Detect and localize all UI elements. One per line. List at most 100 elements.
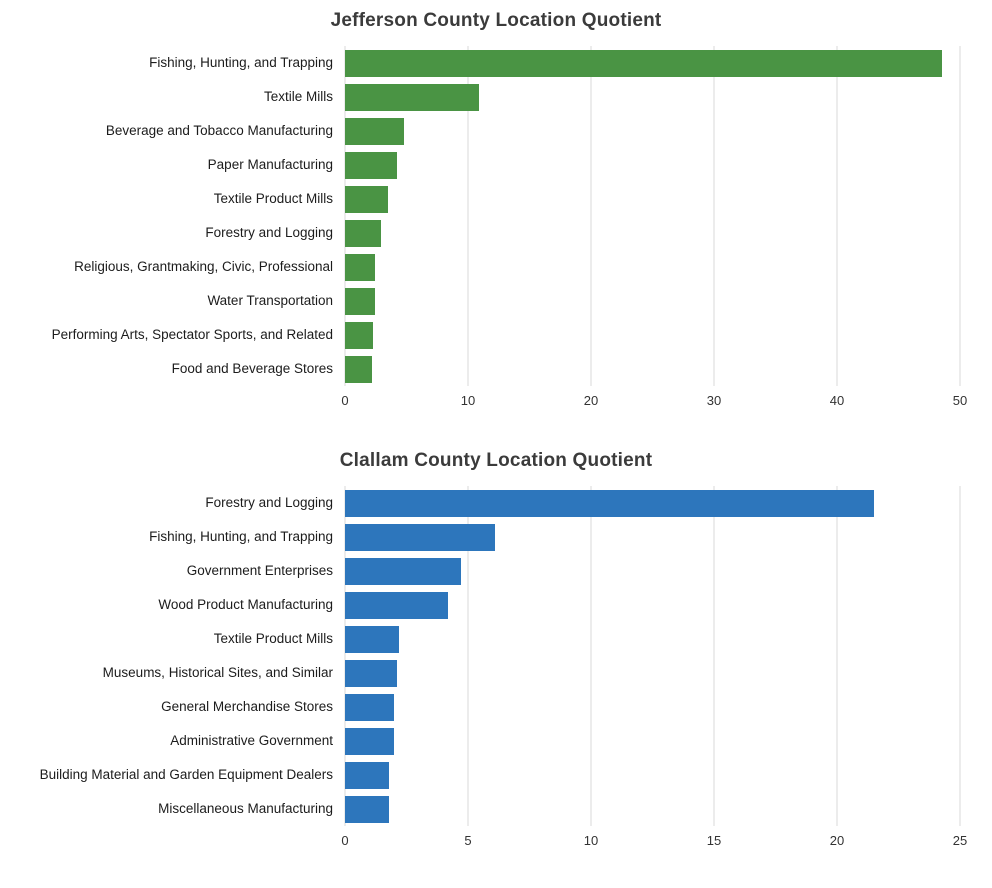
axis-tick-label: 5 (464, 833, 472, 848)
axis-tick-label: 20 (583, 393, 599, 408)
category-label: Beverage and Tobacco Manufacturing (105, 122, 333, 138)
gridline (467, 486, 469, 826)
bar (345, 219, 381, 247)
bar-row: Paper Manufacturing (0, 148, 992, 182)
bar (345, 795, 390, 823)
bar-track (345, 83, 960, 111)
axis-tick-label: 25 (952, 833, 968, 848)
gridline (713, 46, 715, 386)
category-label: Textile Product Mills (213, 190, 333, 206)
bar (345, 557, 461, 585)
axis-tick-label: 40 (829, 393, 845, 408)
chart-title: Jefferson County Location Quotient (330, 10, 662, 31)
bar-row: Water Transportation (0, 284, 992, 318)
category-label: Textile Product Mills (213, 630, 333, 646)
rows: Fishing, Hunting, and Trapping Textile Mi… (0, 46, 992, 386)
bar-track (345, 523, 960, 551)
bar (345, 591, 449, 619)
bar-row: Forestry and Logging (0, 486, 992, 520)
plot-area: Forestry and Logging Fishing, Hunting, an… (0, 486, 992, 854)
category-label: Building Material and Garden Equipment D… (39, 766, 333, 782)
bar-track (345, 557, 960, 585)
category-label: Government Enterprises (186, 562, 333, 578)
bar (345, 151, 397, 179)
axis-tick-label: 30 (706, 393, 722, 408)
bar (345, 83, 480, 111)
category-label: Forestry and Logging (205, 224, 333, 240)
bar-track (345, 321, 960, 349)
gridline (344, 46, 346, 386)
bar (345, 693, 395, 721)
jefferson-county-chart: Jefferson County Location Quotient Fishi… (0, 10, 992, 414)
bar (345, 761, 390, 789)
gridline (959, 486, 961, 826)
bar (345, 625, 400, 653)
bar-row: Food and Beverage Stores (0, 352, 992, 386)
axis-tick-label: 20 (829, 833, 845, 848)
bar-row: Fishing, Hunting, and Trapping (0, 46, 992, 80)
category-label: Performing Arts, Spectator Sports, and R… (51, 326, 333, 342)
bar-track (345, 795, 960, 823)
bar-track (345, 49, 960, 77)
bar-track (345, 253, 960, 281)
gridline (836, 46, 838, 386)
clallam-county-chart: Clallam County Location Quotient Forestr… (0, 450, 992, 854)
bar-track (345, 151, 960, 179)
bar-track (345, 355, 960, 383)
category-label: Fishing, Hunting, and Trapping (149, 528, 333, 544)
gridline (959, 46, 961, 386)
bar-row: Government Enterprises (0, 554, 992, 588)
bar-row: Performing Arts, Spectator Sports, and R… (0, 318, 992, 352)
bar-track (345, 693, 960, 721)
category-label: Museums, Historical Sites, and Similar (102, 664, 333, 680)
bar-track (345, 761, 960, 789)
bar-track (345, 625, 960, 653)
bar (345, 355, 373, 383)
bar (345, 523, 496, 551)
category-label: Fishing, Hunting, and Trapping (149, 54, 333, 70)
gridlines-layer (344, 486, 961, 826)
bar-row: Textile Product Mills (0, 182, 992, 216)
bar-track (345, 489, 960, 517)
axis-tick-label: 10 (460, 393, 476, 408)
gridline (713, 486, 715, 826)
category-label: Forestry and Logging (205, 494, 333, 510)
category-label: Water Transportation (207, 292, 333, 308)
bar-track (345, 185, 960, 213)
bar-row: Miscellaneous Manufacturing (0, 792, 992, 826)
gridline (344, 486, 346, 826)
category-label: Food and Beverage Stores (171, 360, 333, 376)
bar-track (345, 659, 960, 687)
category-label: Textile Mills (263, 88, 333, 104)
bar-row: Textile Mills (0, 80, 992, 114)
category-label: Paper Manufacturing (207, 156, 333, 172)
axis-ticks: 0 5 10 15 20 25 (341, 826, 967, 854)
axis-tick-label: 0 (341, 833, 349, 848)
category-label: Administrative Government (170, 732, 333, 748)
bar-row: Museums, Historical Sites, and Similar (0, 656, 992, 690)
bar (345, 727, 395, 755)
gridline (590, 486, 592, 826)
bar-row: General Merchandise Stores (0, 690, 992, 724)
bar-track (345, 591, 960, 619)
bar-track (345, 219, 960, 247)
bar-row: Religious, Grantmaking, Civic, Professio… (0, 250, 992, 284)
bar-row: Forestry and Logging (0, 216, 992, 250)
bar (345, 489, 874, 517)
category-label: Wood Product Manufacturing (158, 596, 333, 612)
gridlines-layer (344, 46, 961, 386)
bar-track (345, 117, 960, 145)
bar (345, 659, 397, 687)
bar-row: Fishing, Hunting, and Trapping (0, 520, 992, 554)
chart-title: Clallam County Location Quotient (339, 450, 653, 471)
axis-ticks: 0 10 20 30 40 50 (341, 386, 967, 414)
category-label: General Merchandise Stores (161, 698, 333, 714)
bar (345, 287, 375, 315)
axis-tick-label: 0 (341, 393, 349, 408)
plot-area: Fishing, Hunting, and Trapping Textile Mi… (0, 46, 992, 414)
bar-row: Wood Product Manufacturing (0, 588, 992, 622)
bar-track (345, 727, 960, 755)
axis-tick-label: 15 (706, 833, 722, 848)
axis-tick-label: 50 (952, 393, 968, 408)
